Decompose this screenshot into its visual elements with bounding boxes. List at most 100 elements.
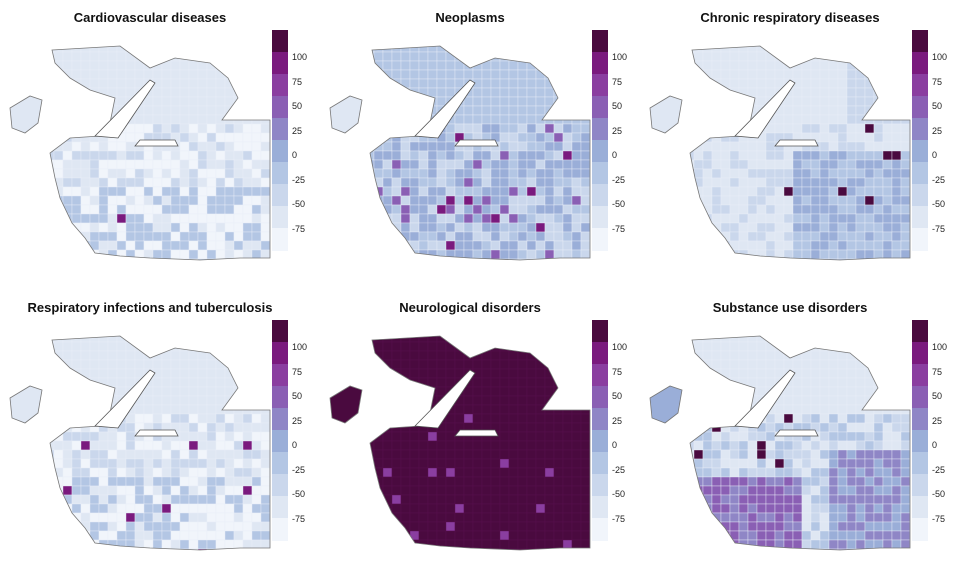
tract-cell (152, 359, 163, 370)
tract-cell (242, 51, 253, 62)
tract-cell (846, 51, 857, 62)
tract-cell (260, 449, 270, 460)
tract-cell (729, 222, 740, 233)
tract-cell (837, 159, 848, 170)
tract-cell (215, 240, 226, 251)
tract-cell (242, 46, 253, 53)
tract-cell (53, 440, 64, 451)
tract-cell (260, 78, 270, 89)
tract-cell (71, 386, 82, 397)
tract-cell (819, 359, 830, 370)
tract-cell (116, 222, 127, 233)
tract-cell (711, 87, 722, 98)
tract-cell (62, 336, 73, 343)
tract-cell (720, 413, 731, 424)
tract-cell (900, 404, 910, 415)
tract-cell (720, 123, 731, 134)
tract-cell (801, 341, 812, 352)
tract-cell (134, 476, 145, 487)
tract-cell (170, 530, 181, 541)
tract-cell (693, 222, 704, 233)
tract-cell (161, 404, 172, 415)
tract-cell (855, 87, 866, 98)
tract-cell (508, 467, 519, 478)
tract-cell (215, 521, 226, 532)
tract-cell (152, 341, 163, 352)
legend-swatch (912, 320, 928, 343)
tract-cell (517, 141, 528, 152)
tract-cell (206, 476, 217, 487)
tract-cell (765, 87, 776, 98)
tract-cell (472, 240, 483, 251)
tract-cell (553, 105, 564, 116)
tract-cell (206, 60, 217, 71)
tract-cell (517, 78, 528, 89)
census-tracts (370, 336, 590, 550)
legend-swatch (592, 518, 608, 541)
legend-tick-label: -25 (932, 174, 946, 185)
tract-cell (783, 386, 794, 397)
tract-cell (382, 368, 393, 379)
tract-cell (179, 431, 190, 442)
tract-cell (891, 336, 902, 343)
tract-cell (98, 150, 109, 161)
tract-cell (71, 240, 82, 251)
tract-cell (373, 458, 384, 469)
tract-cell (738, 395, 749, 406)
tract-cell (819, 204, 830, 215)
tract-cell (391, 377, 402, 388)
tract-cell (508, 503, 519, 514)
tract-cell (765, 530, 776, 541)
tract-cell (233, 395, 244, 406)
tract-cell (864, 222, 875, 233)
tract-cell (490, 413, 501, 424)
tract-cell (445, 467, 456, 478)
tract-cell (810, 476, 821, 487)
tract-cell (747, 359, 758, 370)
tract-cell (463, 336, 474, 343)
tract-cell (50, 114, 55, 125)
tract-cell (801, 386, 812, 397)
tract-cell (215, 404, 226, 415)
tract-cell (882, 195, 893, 206)
tract-cell (720, 222, 731, 233)
tract-cell (580, 449, 590, 460)
tract-cell (125, 222, 136, 233)
tract-cell (260, 222, 270, 233)
tract-cell (490, 440, 501, 451)
tract-cell (702, 431, 713, 442)
tract-cell (747, 503, 758, 514)
tract-cell (382, 150, 393, 161)
tract-cell (900, 105, 910, 116)
tract-cell (508, 141, 519, 152)
tract-cell (463, 548, 474, 550)
tract-cell (828, 213, 839, 224)
tract-cell (382, 449, 393, 460)
tract-cell (382, 258, 393, 260)
tract-cell (400, 69, 411, 80)
legend-tick-label: 100 (292, 52, 308, 62)
tract-cell (382, 359, 393, 370)
tract-cell (152, 476, 163, 487)
tract-cell (756, 458, 767, 469)
tract-cell (846, 413, 857, 424)
tract-cell (553, 440, 564, 451)
tract-cell (873, 123, 884, 134)
tract-cell (873, 186, 884, 197)
tract-cell (720, 476, 731, 487)
tract-cell (508, 539, 519, 550)
tract-cell (693, 96, 704, 107)
tract-cell (571, 60, 582, 71)
tract-cell (882, 204, 893, 215)
tract-cell (80, 249, 91, 260)
tract-cell (517, 222, 528, 233)
tract-cell (571, 105, 582, 116)
tract-cell (418, 231, 429, 242)
tract-cell (197, 476, 208, 487)
tract-cell (801, 413, 812, 424)
tract-cell (116, 186, 127, 197)
tract-cell (747, 431, 758, 442)
tract-cell (53, 258, 64, 260)
tract-cell (562, 368, 573, 379)
tract-cell (846, 195, 857, 206)
